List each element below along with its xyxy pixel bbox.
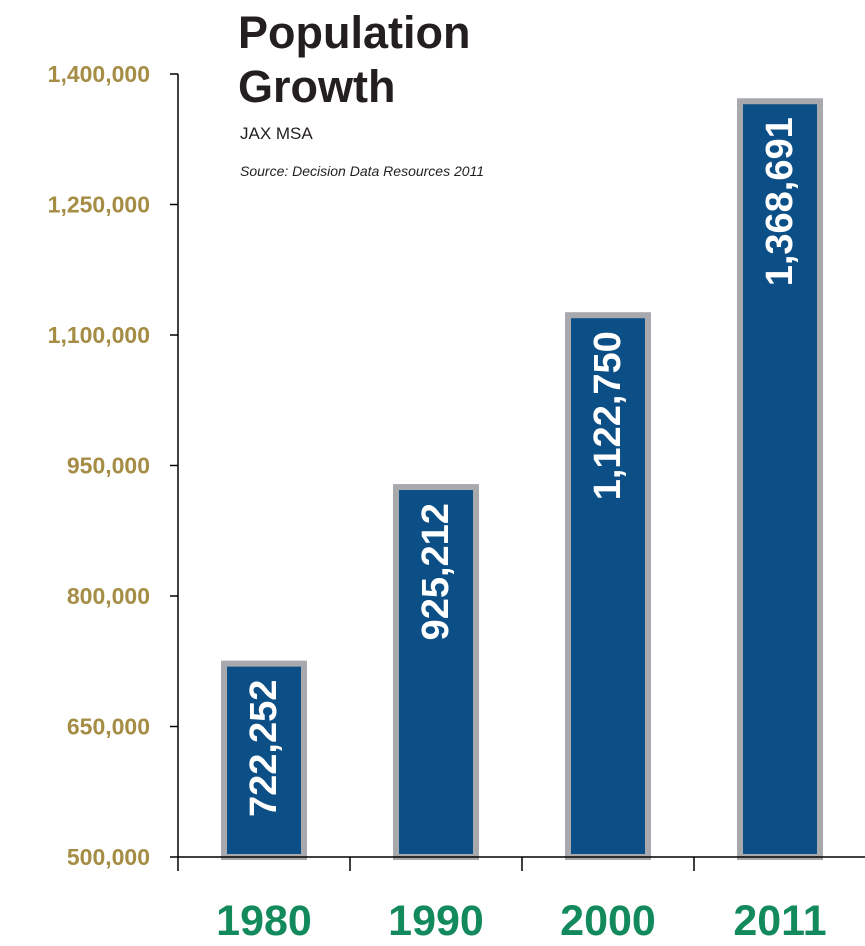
chart-source: Source: Decision Data Resources 2011 [240,163,485,179]
bar-data-label: 1,368,691 [759,117,801,286]
bars: 722,252 925,212 1,122,750 1,368,691 [221,98,823,860]
y-axis-ticks: 500,000 650,000 800,000 950,000 1,100,000 1,2… [48,61,178,870]
x-tick-label: 1990 [388,897,484,945]
y-tick-label: 650,000 [67,714,150,740]
x-tick-label: 2000 [560,897,656,945]
y-tick-label: 950,000 [67,453,150,479]
chart-title: Population Growth [238,7,471,112]
bar-data-label: 925,212 [415,503,457,640]
chart-subtitle: JAX MSA [240,124,313,143]
y-tick-label: 800,000 [67,583,150,609]
y-tick-label: 1,100,000 [48,322,150,348]
x-tick-label: 2011 [733,897,826,945]
bar-data-label: 722,252 [243,680,285,817]
bar-data-label: 1,122,750 [587,331,629,500]
y-tick-label: 1,250,000 [48,192,150,218]
y-tick-label: 500,000 [67,844,150,870]
bar [393,484,479,860]
x-tick-label: 1980 [216,897,312,945]
y-tick-label: 1,400,000 [48,61,150,87]
x-axis-ticks: 1980 1990 2000 2011 [177,857,827,945]
bar [565,312,651,860]
